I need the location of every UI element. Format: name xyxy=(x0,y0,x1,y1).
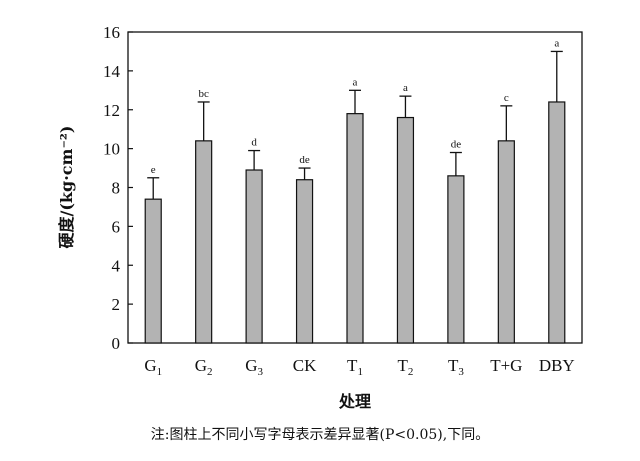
labels: e G1 bc G2 d G3 de CK a T1 a T2 de T3 c T+G a DBY xyxy=(144,37,574,378)
significance-label: a xyxy=(353,76,358,88)
y-tick-label: 4 xyxy=(112,256,121,275)
bar-chart: 0 2 4 6 8 10 12 14 16 e G1 bc G2 d G3 de CK a T1 a T2 de T3 c T… xyxy=(57,23,583,411)
y-axis-title: 硬度/(kg·cm⁻²) xyxy=(57,126,76,249)
significance-label: bc xyxy=(198,88,209,100)
bar xyxy=(195,140,213,344)
y-tick-label: 10 xyxy=(103,140,120,159)
y-tick-label: 8 xyxy=(112,179,121,198)
x-tick-label: DBY xyxy=(539,356,575,375)
x-tick-label: T1 xyxy=(347,356,363,378)
y-tick-label: 0 xyxy=(112,334,121,353)
significance-label: a xyxy=(403,82,408,94)
figure-note: 注:图柱上不同小写字母表示差异显著(P<0.05),下同。 xyxy=(150,427,490,443)
bar xyxy=(396,116,415,344)
x-tick-label: T2 xyxy=(397,356,413,378)
y-tick-label: 6 xyxy=(112,217,121,236)
significance-label: c xyxy=(504,92,509,104)
significance-label: de xyxy=(451,139,462,151)
bars xyxy=(144,50,566,344)
bar xyxy=(245,169,263,344)
bar xyxy=(497,140,515,344)
significance-label: e xyxy=(151,164,156,176)
bar xyxy=(346,113,364,344)
x-tick-label: T3 xyxy=(448,356,464,378)
x-tick-label: T+G xyxy=(490,356,522,375)
y-tick-label: 2 xyxy=(112,295,121,314)
significance-label: d xyxy=(251,137,257,149)
bar xyxy=(144,198,162,344)
y-tick-label: 14 xyxy=(103,62,121,81)
bar xyxy=(447,175,465,344)
x-tick-label: CK xyxy=(293,356,317,375)
x-tick-label: G2 xyxy=(195,356,213,378)
x-tick-label: G3 xyxy=(245,356,263,378)
bar xyxy=(295,179,314,344)
x-tick-label: G1 xyxy=(144,356,162,378)
x-axis-title: 处理 xyxy=(338,392,371,411)
significance-label: a xyxy=(554,37,559,49)
significance-label: de xyxy=(299,154,310,166)
y-tick-label: 12 xyxy=(103,101,120,120)
bar xyxy=(548,101,566,344)
y-tick-label: 16 xyxy=(103,23,120,42)
